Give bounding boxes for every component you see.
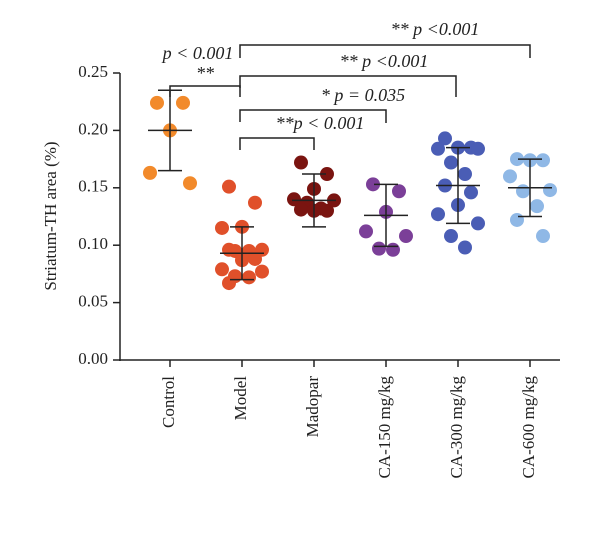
data-point bbox=[222, 242, 236, 257]
data-point bbox=[516, 184, 530, 199]
data-point bbox=[143, 165, 157, 180]
data-point bbox=[222, 276, 236, 291]
data-point bbox=[372, 241, 386, 256]
y-tick-label: 0.15 bbox=[78, 177, 108, 196]
data-point bbox=[294, 202, 308, 217]
data-point bbox=[444, 229, 458, 244]
y-tick-label: 0.25 bbox=[78, 62, 108, 81]
data-point bbox=[458, 240, 472, 255]
data-point bbox=[242, 270, 256, 285]
data-point bbox=[438, 131, 452, 146]
annotation: * p = 0.035 bbox=[321, 85, 405, 105]
data-point bbox=[248, 251, 262, 266]
data-point bbox=[431, 207, 445, 222]
x-tick-label: CA-150 mg/kg bbox=[375, 376, 394, 479]
data-point bbox=[320, 203, 334, 218]
x-tick-label: CA-600 mg/kg bbox=[519, 376, 538, 479]
x-tick-label: Madopar bbox=[303, 376, 322, 438]
data-point bbox=[222, 179, 236, 194]
y-tick-label: 0.05 bbox=[78, 292, 108, 311]
data-point bbox=[320, 167, 334, 182]
y-tick-label: 0.10 bbox=[78, 234, 108, 253]
data-point bbox=[543, 183, 557, 198]
data-point bbox=[248, 195, 262, 210]
annotation: p < 0.001 bbox=[161, 43, 234, 63]
data-point bbox=[287, 192, 301, 207]
data-point bbox=[386, 242, 400, 257]
data-point bbox=[471, 216, 485, 231]
data-point bbox=[366, 177, 380, 192]
data-point bbox=[510, 212, 524, 227]
annotation: ** bbox=[196, 63, 214, 83]
x-tick-label: CA-300 mg/kg bbox=[447, 376, 466, 479]
data-point bbox=[510, 152, 524, 167]
data-point bbox=[471, 141, 485, 156]
annotation: ** p <0.001 bbox=[391, 19, 480, 39]
data-point bbox=[431, 141, 445, 156]
data-point bbox=[183, 176, 197, 191]
data-point bbox=[536, 229, 550, 244]
data-point bbox=[392, 184, 406, 199]
y-tick-label: 0.20 bbox=[78, 119, 108, 138]
y-tick-label: 0.00 bbox=[78, 349, 108, 368]
data-point bbox=[458, 167, 472, 182]
data-point bbox=[503, 169, 517, 184]
annotation: **p < 0.001 bbox=[276, 113, 365, 133]
data-point bbox=[444, 155, 458, 170]
data-point bbox=[464, 185, 478, 200]
data-point bbox=[150, 95, 164, 110]
annotation: ** p <0.001 bbox=[340, 51, 429, 71]
data-point bbox=[176, 95, 190, 110]
x-tick-label: Model bbox=[231, 376, 250, 421]
data-point bbox=[536, 153, 550, 168]
data-point bbox=[215, 220, 229, 235]
data-point bbox=[530, 199, 544, 214]
data-point bbox=[359, 224, 373, 239]
x-tick-label: Control bbox=[159, 376, 178, 428]
y-axis-label: Striatum-TH area (%) bbox=[41, 141, 60, 290]
data-point bbox=[215, 262, 229, 277]
data-point bbox=[399, 229, 413, 244]
data-point bbox=[255, 264, 269, 279]
data-point bbox=[294, 155, 308, 170]
